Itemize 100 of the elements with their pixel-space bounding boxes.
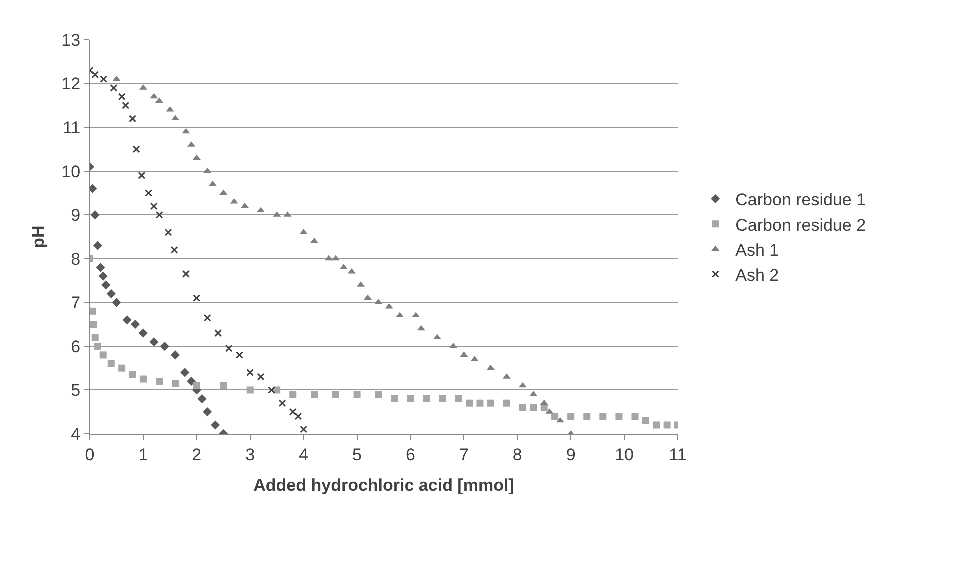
point (220, 382, 228, 390)
y-tick-label: 10 (62, 162, 81, 182)
point (187, 376, 196, 386)
point (568, 412, 575, 420)
point (182, 128, 190, 134)
point (311, 391, 318, 398)
x-tick-label: 0 (85, 445, 95, 464)
x-tick-label: 5 (352, 445, 362, 464)
point (90, 321, 98, 328)
x-tick-label: 4 (299, 445, 309, 464)
point (108, 360, 115, 368)
point (140, 376, 147, 383)
point (487, 400, 494, 407)
point (106, 289, 116, 298)
point (439, 395, 446, 402)
point (476, 400, 484, 407)
legend-label: Carbon residue 1 (736, 190, 866, 210)
point (204, 168, 212, 174)
point (112, 76, 121, 82)
point (412, 312, 420, 318)
point (129, 371, 136, 378)
x-tick-label: 2 (192, 445, 202, 464)
point (132, 146, 140, 154)
point (138, 172, 146, 180)
legend-label: Ash 1 (736, 240, 780, 260)
point (556, 417, 564, 423)
point (391, 395, 398, 402)
point (653, 422, 660, 429)
point (208, 180, 217, 186)
point (354, 391, 361, 398)
point (246, 386, 254, 394)
y-tick-label: 13 (62, 30, 81, 50)
y-tick-label: 7 (71, 294, 81, 313)
point (203, 408, 212, 417)
point (230, 198, 238, 204)
x-tick-label: 10 (615, 445, 634, 464)
point (278, 400, 286, 408)
point (519, 404, 526, 412)
point (417, 325, 426, 331)
point (294, 412, 302, 420)
y-tick-label: 12 (62, 74, 81, 94)
legend-label: Carbon residue 2 (736, 216, 866, 235)
point (332, 391, 340, 398)
point (122, 316, 132, 325)
point (540, 400, 548, 406)
point (160, 342, 170, 351)
y-tick-label: 11 (62, 118, 81, 138)
y-tick-label: 4 (71, 424, 81, 444)
point (110, 84, 118, 92)
point (150, 338, 159, 347)
point (156, 211, 164, 219)
x-tick-label: 1 (138, 445, 148, 464)
point (600, 412, 607, 420)
point (257, 373, 265, 381)
point (193, 294, 201, 302)
point (211, 420, 220, 430)
point (170, 350, 180, 360)
x-tick-label: 6 (406, 445, 416, 464)
point (90, 308, 96, 315)
point (584, 412, 591, 420)
x-tick-label: 3 (246, 445, 256, 464)
point (396, 312, 404, 318)
point (101, 280, 111, 290)
y-tick-label: 9 (71, 206, 81, 226)
y-tick-label: 5 (71, 381, 81, 400)
point (552, 412, 559, 420)
y-tick-label: 6 (71, 337, 81, 356)
point (150, 202, 158, 210)
x-axis-title: Added hydrochloric acid [mmol] (254, 476, 514, 495)
point (407, 395, 414, 402)
point (130, 320, 140, 330)
point (214, 330, 222, 338)
point (94, 342, 102, 350)
point (129, 115, 137, 123)
x-tick-label: 7 (459, 445, 469, 464)
point (290, 391, 297, 398)
point (332, 255, 340, 261)
point (92, 334, 99, 342)
point (118, 93, 126, 101)
x-tick-label: 9 (566, 445, 576, 464)
point (486, 364, 495, 370)
point (503, 400, 510, 407)
point (236, 351, 244, 359)
point (289, 408, 297, 416)
point (90, 210, 100, 220)
point (92, 71, 100, 79)
x-tick-label: 8 (512, 445, 522, 464)
point (150, 93, 158, 99)
point (423, 395, 430, 402)
point (170, 246, 178, 254)
point (642, 417, 650, 424)
point (364, 294, 372, 300)
point (204, 314, 212, 322)
point (268, 386, 276, 394)
point (138, 328, 148, 338)
point (180, 368, 190, 378)
point (632, 412, 639, 420)
point (324, 255, 333, 261)
point (98, 272, 108, 281)
y-tick-label: 8 (71, 250, 81, 269)
